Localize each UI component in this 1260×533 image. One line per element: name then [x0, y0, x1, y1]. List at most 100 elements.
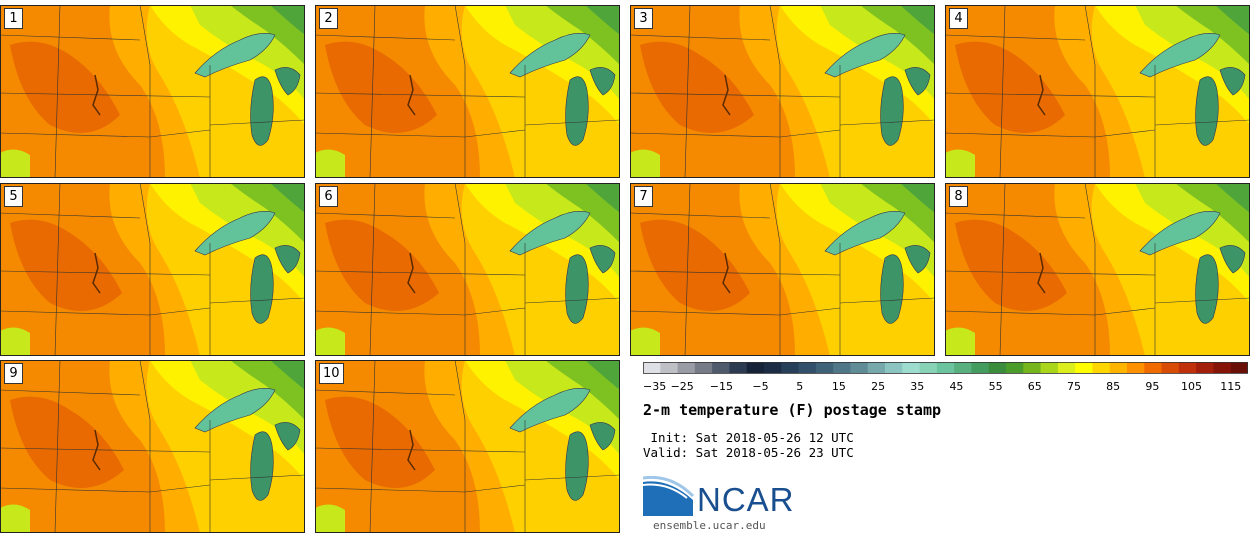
lake-superior: [194, 211, 276, 256]
coolest-region: [545, 360, 620, 420]
state-border: [315, 447, 526, 453]
state-border: [1154, 297, 1250, 304]
colorbar-tick-label: 15: [832, 380, 846, 393]
river: [92, 429, 101, 471]
colorbar-swatch: [1040, 362, 1059, 373]
panel-frame: [315, 183, 620, 356]
far-north-region: [270, 183, 305, 213]
temperature-map: [630, 5, 935, 178]
map-title: 2-m temperature (F) postage stamp: [643, 401, 942, 419]
stamp-panel[interactable]: 4: [945, 5, 1250, 178]
colorbar-tick-label: 95: [1145, 380, 1159, 393]
state-border: [209, 474, 305, 481]
hottest-region: [10, 41, 120, 133]
river: [1037, 74, 1046, 116]
lake-huron: [1219, 67, 1246, 96]
ncar-logo[interactable]: NCAR ensemble.ucar.edu: [643, 476, 803, 532]
southwest-cool-patch: [315, 149, 345, 178]
state-border: [315, 212, 456, 219]
valid-time: Valid: Sat 2018-05-26 23 UTC: [643, 445, 854, 460]
panel-number: 5: [4, 186, 23, 207]
panel-frame: [315, 5, 620, 178]
southwest-cool-patch: [0, 149, 30, 178]
colorbar-swatch: [1006, 362, 1024, 373]
state-border: [369, 183, 376, 356]
state-border: [139, 5, 151, 178]
colorbar-swatch: [1057, 362, 1076, 373]
colorbar-tick-label: 65: [1028, 380, 1042, 393]
colorbar-swatch: [781, 362, 800, 373]
stamp-panel[interactable]: 3: [630, 5, 935, 178]
far-north-region: [900, 5, 935, 35]
state-border: [945, 34, 1086, 41]
colorbar-swatch: [1161, 362, 1180, 373]
river: [407, 429, 416, 471]
stamp-panel[interactable]: 9: [0, 360, 305, 533]
state-border: [630, 34, 771, 41]
state-border: [630, 92, 841, 98]
southwest-cool-patch: [945, 327, 975, 356]
river: [407, 252, 416, 294]
colorbar-swatch: [936, 362, 955, 373]
colorbar-tick-label: −25: [671, 380, 694, 393]
colorbar-swatch: [1092, 362, 1111, 373]
colorbar-swatch: [885, 362, 903, 373]
lake-superior: [509, 33, 591, 78]
stamp-panel[interactable]: 5: [0, 183, 305, 356]
lake-superior: [194, 388, 276, 433]
state-border: [945, 212, 1086, 219]
colorbar-swatch: [1075, 362, 1093, 373]
colorbar-swatch: [746, 362, 765, 373]
river: [92, 74, 101, 116]
colorbar-swatch: [1109, 362, 1128, 373]
state-border: [454, 5, 466, 178]
state-border: [0, 270, 211, 276]
state-border: [524, 119, 620, 126]
stamp-panel[interactable]: 6: [315, 183, 620, 356]
river: [1037, 252, 1046, 294]
state-border: [769, 5, 781, 178]
colorbar-swatch: [954, 362, 972, 373]
lake-superior: [824, 33, 906, 78]
state-border: [54, 5, 61, 178]
southwest-cool-patch: [315, 327, 345, 356]
state-border: [315, 270, 526, 276]
panel-number: 10: [319, 363, 344, 384]
stamp-panel[interactable]: 7: [630, 183, 935, 356]
state-border: [945, 92, 1156, 98]
colorbar-swatch: [660, 362, 679, 373]
colorbar-tick-label: 115: [1220, 380, 1241, 393]
stamp-panel[interactable]: 2: [315, 5, 620, 178]
panel-frame: [0, 183, 305, 356]
coolest-region: [230, 360, 305, 420]
stamp-panel[interactable]: 1: [0, 5, 305, 178]
southwest-cool-patch: [630, 149, 660, 178]
coolest-region: [545, 5, 620, 65]
state-border: [684, 183, 691, 356]
colorbar-tick-label: 85: [1106, 380, 1120, 393]
state-border: [839, 119, 935, 126]
colorbar-swatch: [643, 362, 661, 373]
temperature-map: [630, 183, 935, 356]
colorbar-swatch: [712, 362, 730, 373]
far-north-region: [585, 5, 620, 35]
state-border: [0, 389, 141, 396]
stamp-panel[interactable]: 8: [945, 183, 1250, 356]
panel-number: 1: [4, 8, 23, 29]
panel-number: 3: [634, 8, 653, 29]
far-north-region: [270, 360, 305, 390]
temperature-map: [0, 5, 305, 178]
state-border: [454, 183, 466, 356]
colorbar-swatch: [1178, 362, 1197, 373]
state-border: [524, 474, 620, 481]
state-border: [0, 212, 141, 219]
lake-michigan: [565, 254, 589, 324]
coolest-region: [1175, 183, 1250, 243]
state-border: [139, 183, 151, 356]
panel-frame: [630, 183, 935, 356]
panel-number: 9: [4, 363, 23, 384]
colorbar-swatch: [798, 362, 817, 373]
colorbar-tick-label: −35: [643, 380, 666, 393]
colorbar-swatch: [729, 362, 748, 373]
stamp-panel[interactable]: 10: [315, 360, 620, 533]
